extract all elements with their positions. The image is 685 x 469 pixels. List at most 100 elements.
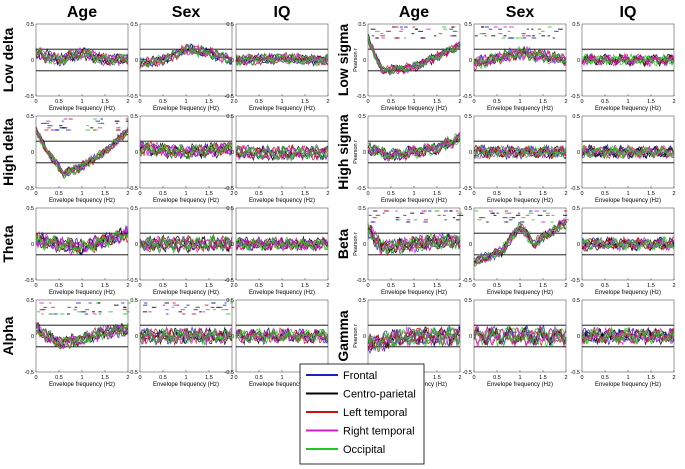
y-tick-label: 0.5 (130, 298, 138, 304)
x-tick-label: 1.5 (647, 191, 655, 197)
x-tick-label: 2 (326, 283, 329, 289)
x-tick-label: 1 (412, 191, 415, 197)
x-tick-label: 0.5 (601, 375, 609, 381)
legend: Frontal Centro-parietal Left temporal Right… (299, 363, 425, 465)
significance-marks (474, 210, 569, 223)
y-tick-label: 0 (231, 334, 234, 340)
x-tick-label: 1 (184, 375, 187, 381)
y-tick-label: 0.5 (26, 206, 34, 212)
x-tick-label: 0.5 (159, 375, 167, 381)
x-tick-label: 0.5 (493, 99, 501, 105)
y-tick-label: -0.5 (25, 278, 34, 284)
series-line-occipital (35, 230, 129, 254)
series-line-occipital (473, 144, 567, 160)
y-tick-label: 0 (363, 242, 366, 248)
y-tick-label: 0.5 (226, 114, 234, 120)
x-axis-label: Envelope frequency (Hz) (487, 106, 553, 112)
y-tick-label: 0 (363, 150, 366, 156)
series-line-right-temporal (367, 41, 461, 75)
x-tick-label: 0.5 (387, 283, 395, 289)
x-tick-label: 0 (580, 283, 583, 289)
y-tick-label: 0.5 (358, 114, 366, 120)
y-tick-label: 0 (135, 58, 138, 64)
x-tick-label: 0.5 (387, 99, 395, 105)
x-axis-label: Envelope frequency (Hz) (49, 106, 115, 112)
y-tick-label: -0.5 (129, 94, 138, 100)
series-line-occipital (581, 52, 675, 67)
x-tick-label: 0 (138, 283, 141, 289)
x-tick-label: 1.5 (433, 191, 441, 197)
column-header-age: Age (399, 4, 429, 21)
x-tick-label: 0.5 (55, 375, 63, 381)
x-tick-label: 2 (458, 375, 461, 381)
y-axis-label: Pearson r (353, 232, 359, 256)
x-tick-label: 0.5 (255, 283, 263, 289)
x-tick-label: 2 (458, 283, 461, 289)
y-tick-label: -0.5 (225, 186, 234, 192)
series-line-occipital (367, 221, 461, 254)
x-tick-label: 1.5 (205, 283, 213, 289)
x-tick-label: 2 (126, 191, 129, 197)
y-tick-label: -0.5 (25, 94, 34, 100)
x-tick-label: 0 (472, 191, 475, 197)
series-line-right-temporal (367, 326, 461, 352)
series-line-centro-parietal (235, 145, 329, 162)
x-axis-label: Envelope frequency (Hz) (153, 290, 219, 296)
x-tick-label: 1 (80, 375, 83, 381)
x-tick-label: 1.5 (647, 375, 655, 381)
x-tick-label: 1.5 (301, 283, 309, 289)
y-tick-label: 0 (469, 334, 472, 340)
series-line-right-temporal (35, 129, 129, 176)
y-tick-label: 0 (363, 334, 366, 340)
y-tick-label: 0.5 (26, 22, 34, 28)
significance-marks (368, 210, 464, 223)
x-tick-label: 2 (326, 191, 329, 197)
legend-label-left-temporal: Left temporal (343, 407, 407, 419)
row-label-beta: Beta (335, 229, 351, 260)
column-header-sex: Sex (506, 4, 535, 21)
x-tick-label: 2 (126, 283, 129, 289)
series-line-occipital (581, 145, 675, 160)
x-axis-label: Envelope frequency (Hz) (49, 290, 115, 296)
series-line-occipital (367, 229, 461, 256)
x-tick-label: 0.5 (255, 191, 263, 197)
series-line-occipital (473, 144, 567, 159)
x-tick-label: 0.5 (55, 191, 63, 197)
series-line-occipital (235, 326, 329, 344)
x-axis-label: Envelope frequency (Hz) (595, 198, 661, 204)
x-tick-label: 1.5 (539, 191, 547, 197)
headers-layer: Age Sex IQ Age Sex IQ Low delta High delta Theta… (0, 4, 636, 362)
y-tick-label: -0.5 (571, 370, 580, 376)
y-tick-label: 0 (469, 58, 472, 64)
y-tick-label: -0.5 (129, 186, 138, 192)
x-tick-label: 2 (672, 375, 675, 381)
x-tick-label: 1 (518, 375, 521, 381)
x-tick-label: 1.5 (539, 375, 547, 381)
y-tick-label: -0.5 (357, 94, 366, 100)
y-tick-label: 0.5 (226, 206, 234, 212)
x-tick-label: 1 (518, 191, 521, 197)
x-tick-label: 1.5 (101, 99, 109, 105)
significance-marks (142, 302, 235, 315)
x-tick-label: 2 (672, 99, 675, 105)
y-tick-label: -0.5 (463, 186, 472, 192)
series-line-right-temporal (473, 217, 567, 267)
y-tick-label: 0 (231, 150, 234, 156)
x-tick-label: 0.5 (387, 191, 395, 197)
y-tick-label: 0 (135, 242, 138, 248)
x-axis-label: Envelope frequency (Hz) (249, 382, 315, 388)
series-line-occipital (35, 48, 129, 65)
column-header-age: Age (67, 4, 97, 21)
x-axis-label: Envelope frequency (Hz) (487, 290, 553, 296)
y-tick-label: 0.5 (130, 114, 138, 120)
y-tick-label: 0 (577, 150, 580, 156)
x-tick-label: 1 (280, 283, 283, 289)
